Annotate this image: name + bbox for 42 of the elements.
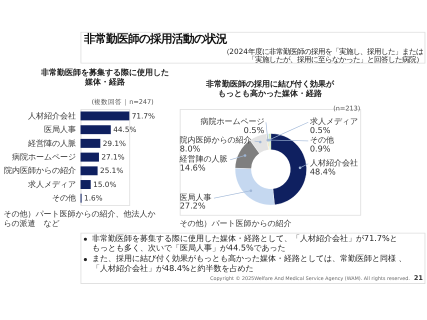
slice-label: その他 xyxy=(310,134,334,145)
y-tick-label: 求人メディア xyxy=(28,178,76,189)
data-label: 48.4% xyxy=(310,166,336,176)
chart-title: 非常勤医師の採用に結び付く効果がもっとも高かった媒体・経路 xyxy=(205,78,336,98)
slice-label: 人材紹介会社 xyxy=(310,157,358,168)
text: また、採用に結び付く効果がもっとも高かった媒体・経路としては、常勤医師と同様 、「人材紹介会社」が48.4%と約半数を占めた xyxy=(92,253,406,273)
data-label: 1.6% xyxy=(84,194,103,203)
data-label: 15.0% xyxy=(93,180,116,189)
text: その他）パート医師からの紹介 xyxy=(180,218,292,228)
data-label: 44.5% xyxy=(113,125,137,134)
slice-label: 医局人事 xyxy=(180,192,212,202)
bar xyxy=(80,138,100,148)
data-label: 0.9% xyxy=(310,144,331,154)
slice-label: 求人メディア xyxy=(310,116,358,126)
text: （2024年度に非常勤医師の採用を「実施し、採用した」または「実施したが、採用に至らなかった」と回答した病院） xyxy=(222,46,423,64)
chart-title: 非常勤医師を募集する際に使用した媒体・経路 xyxy=(40,66,169,87)
text: その他）パート医師からの紹介、他法人からの派遣 など xyxy=(3,208,156,228)
data-label: 0.5% xyxy=(244,124,265,135)
slice-label: 病院ホームページ xyxy=(200,116,264,126)
y-tick-label: 経営陣の人脈 xyxy=(27,138,76,148)
data-label: 0.5% xyxy=(310,124,331,135)
slice-label: 経営陣の人脈 xyxy=(178,153,228,164)
y-tick-label: その他 xyxy=(52,192,76,203)
data-label: 29.1% xyxy=(102,138,126,148)
y-tick-label: 人材紹介会社 xyxy=(28,110,76,120)
data-label: 27.1% xyxy=(101,152,125,162)
bar xyxy=(80,166,98,176)
data-label: 27.2% xyxy=(180,200,206,211)
text: 非常勤医師の採用活動の状況 xyxy=(82,31,227,46)
data-label: 14.6% xyxy=(180,162,206,172)
bar xyxy=(80,125,111,134)
data-label: 71.7% xyxy=(132,111,156,120)
bar xyxy=(80,152,99,162)
y-tick-label: 病院ホームページ xyxy=(12,152,76,162)
slice-label: 院内医師からの紹介 xyxy=(180,134,252,145)
data-label: 8.0% xyxy=(180,144,201,154)
text: 非常勤医師を募集する際に使用した媒体・経路として、「人材紹介会社」が71.7%ともっとも多く、次いで「医局人事」が44.5%であった xyxy=(92,232,398,253)
data-label: 25.1% xyxy=(100,166,124,176)
y-tick-label: 院内医師からの紹介 xyxy=(4,165,76,176)
y-tick-label: 医局人事 xyxy=(44,124,76,134)
bar xyxy=(80,111,130,120)
bar xyxy=(80,180,91,189)
